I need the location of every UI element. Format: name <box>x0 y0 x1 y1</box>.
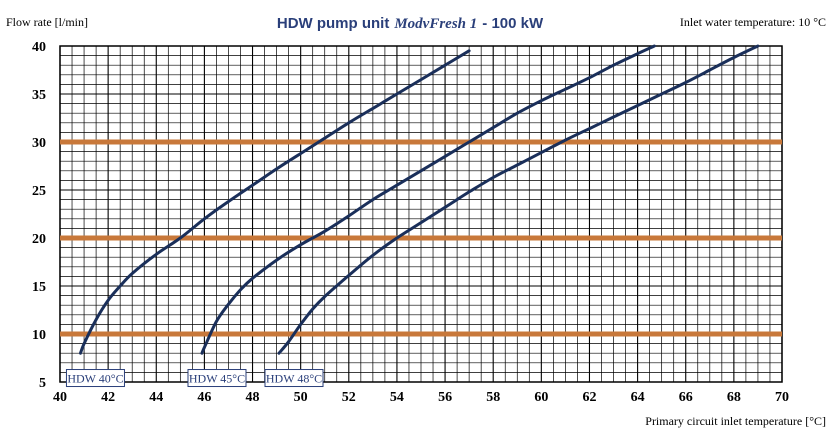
y-tick-label: 35 <box>32 88 46 103</box>
x-tick-label: 48 <box>246 390 260 405</box>
x-tick-label: 54 <box>390 390 404 405</box>
chart-title-main: HDW pump unit <box>277 15 389 32</box>
series-line-2 <box>200 44 656 355</box>
series-label-3: HDW 48°C <box>266 372 322 386</box>
series-label-box-2 <box>187 369 247 388</box>
chart-title: HDW pump unit ModvFresh 1 - 100 kW <box>277 15 544 32</box>
series-label-box-3 <box>264 369 324 388</box>
chart-title-power: - 100 kW <box>482 15 544 32</box>
series-line-3 <box>277 44 760 355</box>
x-tick-label: 62 <box>582 390 596 405</box>
y-tick-label: 40 <box>32 40 46 55</box>
series-label-2: HDW 45°C <box>189 372 245 386</box>
y-tick-label: 25 <box>32 184 46 199</box>
x-tick-label: 56 <box>438 390 452 405</box>
x-tick-label: 66 <box>679 390 693 405</box>
x-tick-label: 50 <box>294 390 308 405</box>
curve-labels: HDW 40°C HDW 45°C HDW 48°C <box>65 369 324 388</box>
series-line-1 <box>79 49 471 355</box>
x-tick-label: 60 <box>534 390 548 405</box>
y-tick-label: 30 <box>32 136 46 151</box>
x-tick-label: 42 <box>101 390 115 405</box>
series-label-box-1 <box>65 369 125 388</box>
x-tick-label: 44 <box>149 390 163 405</box>
series-label-1: HDW 40°C <box>67 372 123 386</box>
y-tick-label: 10 <box>32 328 46 343</box>
x-tick-label: 70 <box>775 390 789 405</box>
x-tick-label: 68 <box>727 390 741 405</box>
x-tick-label: 46 <box>197 390 211 405</box>
y-tick-label: 5 <box>39 376 46 391</box>
tick-labels: 40 42 44 46 48 50 52 54 56 58 60 62 64 66 68 70 5 10 15 20 2… <box>32 40 789 405</box>
x-axis-label: Primary circuit inlet temperature [°C] <box>645 414 826 428</box>
x-tick-label: 52 <box>342 390 356 405</box>
y-tick-label: 15 <box>32 280 46 295</box>
x-tick-label: 64 <box>631 390 645 405</box>
x-tick-label: 40 <box>53 390 67 405</box>
y-tick-label: 20 <box>32 232 46 247</box>
curves <box>79 44 760 355</box>
y-axis-label: Flow rate [l/min] <box>6 15 88 29</box>
grid <box>59 45 783 383</box>
plot-frame <box>59 45 783 383</box>
x-tick-label: 58 <box>486 390 500 405</box>
chart-title-model: ModvFresh 1 <box>393 16 477 32</box>
inlet-temperature-note: Inlet water temperature: 10 °C <box>680 15 826 29</box>
